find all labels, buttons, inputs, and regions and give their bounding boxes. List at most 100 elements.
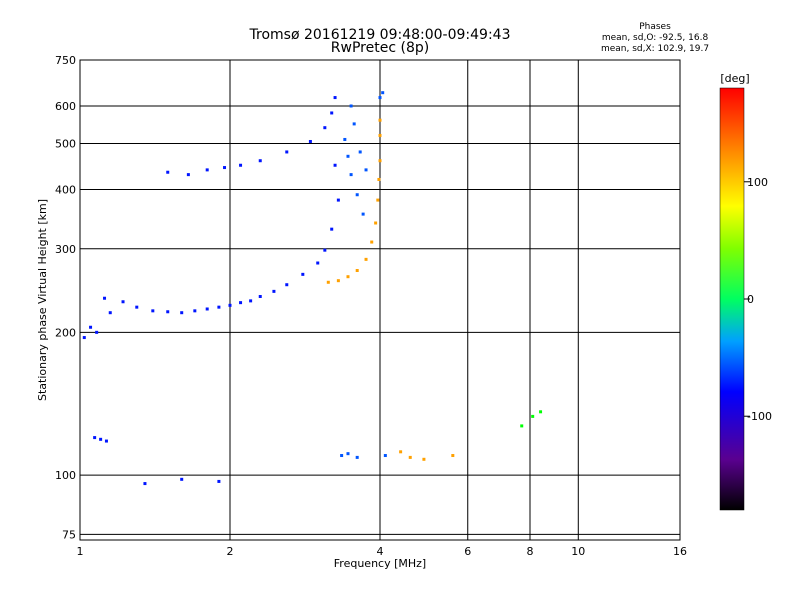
colorbar-gradient (719, 87, 745, 511)
data-point (223, 166, 227, 170)
data-point (370, 240, 374, 244)
data-point (422, 457, 426, 461)
data-point (121, 300, 125, 304)
data-point (408, 455, 412, 459)
data-point (358, 150, 362, 154)
data-point (364, 168, 368, 172)
data-points (82, 91, 543, 486)
data-point (217, 305, 221, 309)
data-point (180, 311, 184, 315)
data-point (330, 227, 334, 231)
phases-o-line: mean, sd,O: -92.5, 16.8 (601, 33, 709, 43)
data-point (93, 436, 97, 440)
y-tick-label: 200 (55, 326, 76, 339)
data-point (383, 454, 387, 458)
y-tick-label: 400 (55, 184, 76, 197)
data-point (333, 163, 337, 167)
chart-subtitle: RwPretec (8p) (330, 40, 430, 56)
data-point (336, 198, 340, 202)
data-point (539, 410, 543, 414)
y-tick-label: 100 (55, 469, 76, 482)
data-point (249, 299, 253, 303)
data-point (89, 325, 93, 329)
data-point (95, 330, 99, 334)
data-point (301, 272, 305, 276)
data-point (166, 170, 170, 174)
data-point (151, 309, 155, 313)
y-tick-label: 500 (55, 138, 76, 151)
data-point (205, 307, 209, 311)
x-tick-label: 1 (77, 545, 84, 558)
data-point (333, 96, 337, 100)
colorbar-label: [deg] (720, 72, 749, 85)
data-point (352, 122, 356, 126)
x-tick-label: 10 (571, 545, 585, 558)
data-point (355, 269, 359, 273)
x-axis-label: Frequency [MHz] (334, 557, 426, 570)
data-point (228, 303, 232, 307)
data-point (135, 305, 139, 309)
data-point (166, 310, 170, 314)
data-point (349, 104, 353, 108)
data-point (381, 91, 385, 95)
data-point (272, 289, 276, 293)
colorbar-tick-label: -100 (747, 410, 772, 423)
x-tick-label: 2 (227, 545, 234, 558)
data-point (103, 296, 107, 300)
data-point (186, 173, 190, 177)
colorbar-tick-label: 0 (747, 293, 754, 306)
data-point (205, 168, 209, 172)
axis-ticks: 1 2 4 6 8 10 16 75 100 200 300 400 500 600 750 (55, 54, 687, 558)
data-point (330, 111, 334, 115)
data-point (399, 450, 403, 454)
x-tick-label: 6 (464, 545, 471, 558)
phases-title: Phases (639, 22, 671, 32)
data-point (180, 477, 184, 481)
phase-colorbar: [deg] 100 0 -100 (719, 72, 772, 511)
data-point (355, 193, 359, 197)
data-point (323, 126, 327, 130)
data-point (258, 159, 262, 163)
data-point (451, 454, 455, 458)
data-point (376, 198, 380, 202)
data-point (349, 173, 353, 177)
data-point (285, 283, 289, 287)
data-point (316, 261, 320, 265)
data-point (239, 163, 243, 167)
chart-title: Tromsø 20161219 09:48:00-09:49:43 (249, 27, 511, 43)
data-point (355, 455, 359, 459)
colorbar-ticks: 100 0 -100 (744, 176, 772, 423)
y-tick-label: 600 (55, 100, 76, 113)
plot-frame (79, 59, 681, 541)
data-point (346, 275, 350, 279)
x-tick-label: 16 (673, 545, 687, 558)
data-point (343, 137, 347, 141)
data-point (346, 154, 350, 158)
data-point (258, 294, 262, 298)
data-point (377, 177, 381, 181)
data-point (108, 311, 112, 315)
data-point (374, 221, 378, 225)
y-tick-label: 750 (55, 54, 76, 67)
data-point (99, 437, 103, 441)
data-point (326, 280, 330, 284)
data-point (378, 133, 382, 137)
y-axis-label: Stationary phase Virtual Height [km] (36, 199, 49, 401)
colorbar-tick-label: 100 (747, 176, 768, 189)
data-point (520, 424, 524, 428)
phases-x-line: mean, sd,X: 102.9, 19.7 (600, 44, 710, 54)
data-point (378, 159, 382, 163)
data-point (82, 336, 86, 340)
data-point (143, 482, 147, 486)
data-point (308, 139, 312, 143)
x-tick-label: 4 (377, 545, 384, 558)
data-point (239, 301, 243, 305)
data-point (531, 414, 535, 418)
data-point (323, 248, 327, 252)
data-point (378, 96, 382, 100)
grid-lines (80, 59, 680, 540)
y-tick-label: 75 (62, 528, 76, 541)
data-point (361, 212, 365, 216)
data-point (285, 150, 289, 154)
